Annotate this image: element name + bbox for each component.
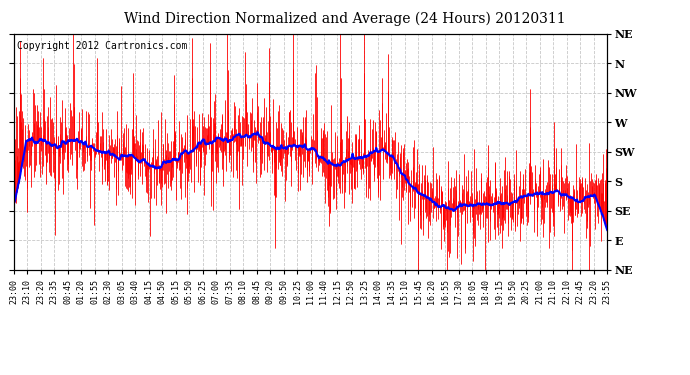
Text: Wind Direction Normalized and Average (24 Hours) 20120311: Wind Direction Normalized and Average (2… [124,11,566,26]
Text: Copyright 2012 Cartronics.com: Copyright 2012 Cartronics.com [17,41,187,51]
